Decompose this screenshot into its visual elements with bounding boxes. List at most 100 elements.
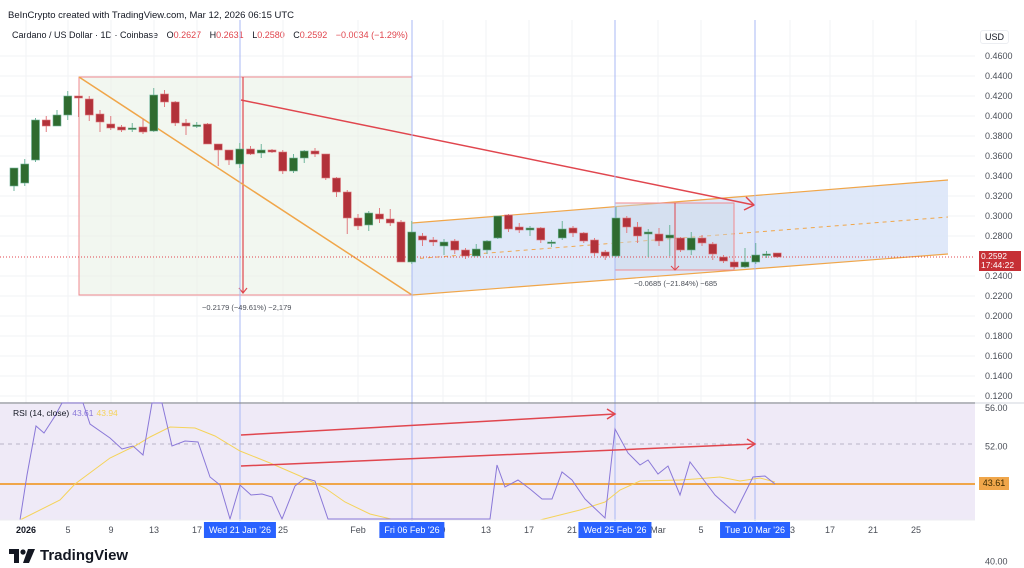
candle[interactable] <box>740 248 750 268</box>
candle[interactable] <box>278 150 288 174</box>
trend-arrow[interactable] <box>240 99 755 206</box>
candle[interactable] <box>708 242 718 260</box>
candle[interactable] <box>117 125 126 132</box>
candle[interactable] <box>471 244 481 257</box>
candle[interactable] <box>697 235 707 246</box>
candle[interactable] <box>665 225 675 256</box>
candle[interactable] <box>482 240 492 254</box>
symbol-title[interactable]: Cardano / US Dollar · 1D · Coinbase <box>12 30 159 40</box>
candle[interactable] <box>149 88 159 132</box>
candle[interactable] <box>751 243 761 264</box>
candle[interactable] <box>611 207 621 257</box>
candle[interactable] <box>450 239 460 254</box>
candle[interactable] <box>353 214 363 230</box>
candle[interactable] <box>246 146 255 155</box>
candle[interactable] <box>95 110 105 132</box>
candle[interactable] <box>213 143 223 166</box>
tradingview-logo[interactable]: TradingView <box>9 547 128 564</box>
candle[interactable] <box>321 153 331 180</box>
candle[interactable] <box>439 239 449 255</box>
rsi-line <box>19 402 776 521</box>
candle[interactable] <box>289 154 298 173</box>
candle[interactable] <box>299 150 309 163</box>
candle[interactable] <box>633 222 642 243</box>
time-tick: 2026 <box>15 525 37 535</box>
price-tick: 0.3200 <box>985 191 1013 201</box>
channel-mid <box>411 216 949 260</box>
candle[interactable] <box>52 110 62 127</box>
candle[interactable] <box>235 143 245 168</box>
candle[interactable] <box>192 122 202 128</box>
time-tick: 5 <box>698 525 704 535</box>
candlesticks[interactable] <box>9 88 782 269</box>
candle[interactable] <box>590 238 599 256</box>
candle[interactable] <box>364 211 374 231</box>
candle[interactable] <box>568 226 578 237</box>
candle[interactable] <box>160 90 169 107</box>
arrowhead-icon <box>746 438 757 450</box>
candle[interactable] <box>9 167 19 191</box>
candle[interactable] <box>170 101 180 126</box>
candle[interactable] <box>654 228 664 246</box>
low-value: 0.2580 <box>257 30 285 40</box>
candle[interactable] <box>375 208 384 223</box>
currency-label[interactable]: USD <box>980 30 1010 44</box>
candle[interactable] <box>138 119 148 134</box>
candle[interactable] <box>504 214 513 232</box>
candle[interactable] <box>310 148 320 157</box>
candle[interactable] <box>84 96 94 121</box>
candle[interactable] <box>600 250 610 260</box>
candle[interactable] <box>106 116 116 130</box>
candle[interactable] <box>643 229 653 257</box>
candle[interactable] <box>267 149 277 153</box>
candle[interactable] <box>729 260 739 269</box>
rsi-pane[interactable] <box>0 404 975 520</box>
rsi-divergence-arrow-1[interactable] <box>240 413 616 436</box>
wedge-line[interactable] <box>78 76 413 296</box>
bar-countdown: 17:44:22 <box>981 260 1015 270</box>
candle[interactable] <box>63 91 73 120</box>
price-axis[interactable]: 0.4600 0.4400 0.4200 0.4000 0.3800 0.3600 0.34… <box>985 51 1013 401</box>
candle[interactable] <box>127 123 137 132</box>
candle[interactable] <box>461 248 470 259</box>
candle[interactable] <box>31 118 40 162</box>
candle[interactable] <box>418 233 427 246</box>
candle[interactable] <box>536 227 546 243</box>
candle[interactable] <box>407 221 417 264</box>
candle[interactable] <box>224 149 234 165</box>
candle[interactable] <box>686 232 696 255</box>
arrowhead-icon <box>743 196 756 211</box>
close-value: 0.2592 <box>299 30 328 40</box>
time-highlight-tag: Fri 06 Feb '26 <box>379 522 445 538</box>
price-tick: 0.3000 <box>985 211 1013 221</box>
candle[interactable] <box>342 190 352 234</box>
candle[interactable] <box>622 216 632 233</box>
rsi-legend[interactable]: RSI (14, close) 43.61 43.94 <box>13 408 118 418</box>
candle[interactable] <box>256 144 266 158</box>
candle[interactable] <box>74 95 83 117</box>
candle[interactable] <box>203 123 212 145</box>
candle[interactable] <box>396 220 406 263</box>
candle[interactable] <box>557 221 567 240</box>
chart-credit: BeInCrypto created with TradingView.com,… <box>8 10 295 21</box>
candle[interactable] <box>428 237 438 246</box>
time-axis[interactable]: 202659131725Feb9131721Mar513172125Wed 21… <box>0 521 975 538</box>
candle[interactable] <box>525 226 535 236</box>
rsi-divergence-arrow-2[interactable] <box>240 443 756 467</box>
candle[interactable] <box>676 237 685 252</box>
candle[interactable] <box>547 240 556 247</box>
time-tick: 17 <box>824 525 836 535</box>
candle[interactable] <box>719 255 728 263</box>
candle[interactable] <box>181 119 191 135</box>
candle[interactable] <box>762 251 771 258</box>
candle[interactable] <box>579 232 589 243</box>
candle[interactable] <box>514 223 524 233</box>
candle[interactable] <box>385 209 395 226</box>
candle[interactable] <box>332 177 341 197</box>
candle[interactable] <box>493 215 503 239</box>
channel-bottom[interactable] <box>411 253 949 296</box>
candle[interactable] <box>20 159 30 186</box>
candle[interactable] <box>772 252 782 258</box>
candle[interactable] <box>41 116 51 132</box>
